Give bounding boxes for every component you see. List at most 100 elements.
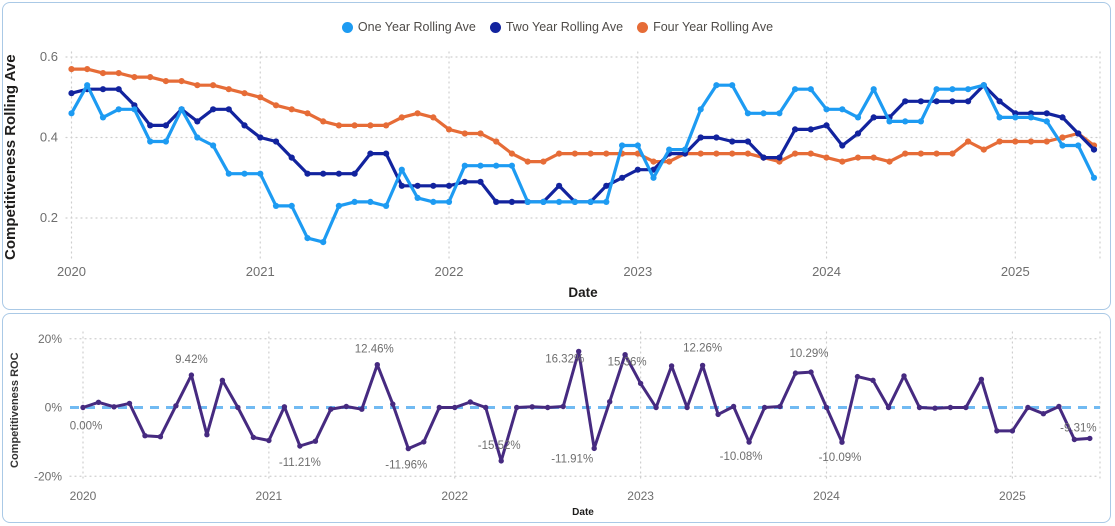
two-year-point[interactable] bbox=[210, 106, 217, 113]
one-year-point[interactable] bbox=[272, 202, 280, 209]
two-year-point[interactable] bbox=[367, 150, 374, 157]
four-year-point[interactable] bbox=[477, 130, 484, 137]
roc-point[interactable] bbox=[885, 404, 892, 411]
one-year-point[interactable] bbox=[980, 82, 987, 89]
roc-point[interactable] bbox=[637, 380, 644, 387]
four-year-point[interactable] bbox=[1059, 134, 1066, 141]
two-year-point[interactable] bbox=[288, 154, 295, 161]
one-year-point[interactable] bbox=[1043, 118, 1050, 125]
one-year-point[interactable] bbox=[524, 198, 531, 205]
one-year-point[interactable] bbox=[917, 118, 925, 125]
four-year-point[interactable] bbox=[886, 158, 893, 165]
one-year-point[interactable] bbox=[351, 198, 358, 205]
roc-point[interactable] bbox=[111, 404, 117, 410]
two-year-point[interactable] bbox=[744, 138, 752, 145]
two-year-point[interactable] bbox=[461, 178, 468, 185]
one-year-point[interactable] bbox=[225, 170, 232, 177]
two-year-point[interactable] bbox=[147, 122, 154, 129]
four-year-point[interactable] bbox=[1043, 138, 1050, 145]
four-year-point[interactable] bbox=[744, 150, 752, 157]
roc-point[interactable] bbox=[715, 411, 721, 418]
one-year-point[interactable] bbox=[744, 110, 752, 117]
four-year-point[interactable] bbox=[807, 150, 814, 157]
two-year-point[interactable] bbox=[619, 174, 626, 181]
two-year-point[interactable] bbox=[493, 198, 500, 205]
two-year-point[interactable] bbox=[933, 98, 940, 105]
one-year-point[interactable] bbox=[320, 239, 327, 246]
one-year-point[interactable] bbox=[210, 142, 217, 149]
four-year-point[interactable] bbox=[587, 150, 594, 157]
roc-point[interactable] bbox=[730, 403, 737, 410]
four-year-point[interactable] bbox=[383, 122, 390, 129]
two-year-point[interactable] bbox=[383, 150, 390, 157]
one-year-point[interactable] bbox=[383, 202, 390, 209]
roc-point[interactable] bbox=[142, 433, 148, 439]
one-year-point[interactable] bbox=[1027, 114, 1035, 121]
legend-item-two-year[interactable]: Two Year Rolling Ave bbox=[489, 20, 623, 34]
two-year-point[interactable] bbox=[870, 114, 877, 121]
one-year-point[interactable] bbox=[540, 198, 547, 205]
roc-point[interactable] bbox=[622, 352, 628, 358]
two-year-point[interactable] bbox=[807, 126, 814, 133]
four-year-point[interactable] bbox=[729, 150, 736, 157]
one-year-point[interactable] bbox=[870, 86, 877, 93]
roc-point[interactable] bbox=[235, 404, 241, 411]
one-year-point[interactable] bbox=[131, 106, 138, 113]
roc-point[interactable] bbox=[699, 362, 706, 369]
one-year-point[interactable] bbox=[556, 198, 563, 205]
two-year-point[interactable] bbox=[225, 106, 232, 113]
two-year-point[interactable] bbox=[634, 166, 641, 173]
four-year-point[interactable] bbox=[996, 138, 1003, 145]
one-year-point[interactable] bbox=[335, 202, 342, 209]
one-year-point[interactable] bbox=[194, 134, 201, 141]
two-year-point[interactable] bbox=[430, 182, 437, 189]
roc-point[interactable] bbox=[343, 403, 349, 410]
four-year-point[interactable] bbox=[666, 158, 673, 165]
roc-point[interactable] bbox=[1056, 403, 1062, 410]
roc-point[interactable] bbox=[359, 406, 365, 412]
roc-point[interactable] bbox=[173, 403, 179, 409]
roc-point[interactable] bbox=[483, 404, 489, 411]
two-year-point[interactable] bbox=[115, 86, 122, 93]
four-year-point[interactable] bbox=[902, 150, 909, 157]
one-year-point[interactable] bbox=[603, 198, 610, 205]
roc-point[interactable] bbox=[421, 439, 427, 445]
one-year-point[interactable] bbox=[1075, 142, 1082, 149]
two-year-point[interactable] bbox=[477, 178, 484, 185]
four-year-point[interactable] bbox=[241, 90, 248, 97]
roc-point[interactable] bbox=[839, 439, 845, 445]
four-year-point[interactable] bbox=[430, 114, 437, 121]
four-year-point[interactable] bbox=[398, 114, 405, 121]
four-year-point[interactable] bbox=[272, 102, 280, 109]
one-year-point[interactable] bbox=[634, 142, 641, 149]
two-year-point[interactable] bbox=[949, 98, 956, 105]
four-year-point[interactable] bbox=[524, 158, 531, 165]
four-year-point[interactable] bbox=[210, 82, 217, 89]
roc-point[interactable] bbox=[545, 404, 551, 411]
two-year-point[interactable] bbox=[335, 170, 342, 177]
roc-point[interactable] bbox=[560, 403, 566, 410]
one-year-point[interactable] bbox=[241, 170, 248, 177]
two-year-line[interactable] bbox=[69, 83, 1096, 204]
four-year-point[interactable] bbox=[131, 74, 138, 81]
one-year-point[interactable] bbox=[477, 162, 484, 169]
one-year-point[interactable] bbox=[99, 114, 107, 121]
roc-point[interactable] bbox=[808, 369, 814, 375]
four-year-point[interactable] bbox=[508, 150, 515, 157]
roc-point[interactable] bbox=[436, 404, 442, 411]
roc-point[interactable] bbox=[390, 401, 396, 407]
four-year-point[interactable] bbox=[1012, 138, 1019, 145]
four-year-point[interactable] bbox=[697, 150, 704, 157]
one-year-point[interactable] bbox=[68, 110, 75, 117]
one-year-point[interactable] bbox=[949, 86, 956, 93]
two-year-point[interactable] bbox=[697, 134, 704, 141]
two-year-point[interactable] bbox=[917, 98, 925, 105]
one-year-point[interactable] bbox=[933, 86, 940, 93]
one-year-point[interactable] bbox=[257, 170, 264, 177]
two-year-point[interactable] bbox=[902, 98, 909, 105]
one-year-point[interactable] bbox=[697, 106, 704, 113]
one-year-point[interactable] bbox=[414, 194, 421, 201]
one-year-point[interactable] bbox=[776, 110, 783, 117]
roc-point[interactable] bbox=[188, 372, 195, 378]
two-year-point[interactable] bbox=[241, 122, 248, 129]
